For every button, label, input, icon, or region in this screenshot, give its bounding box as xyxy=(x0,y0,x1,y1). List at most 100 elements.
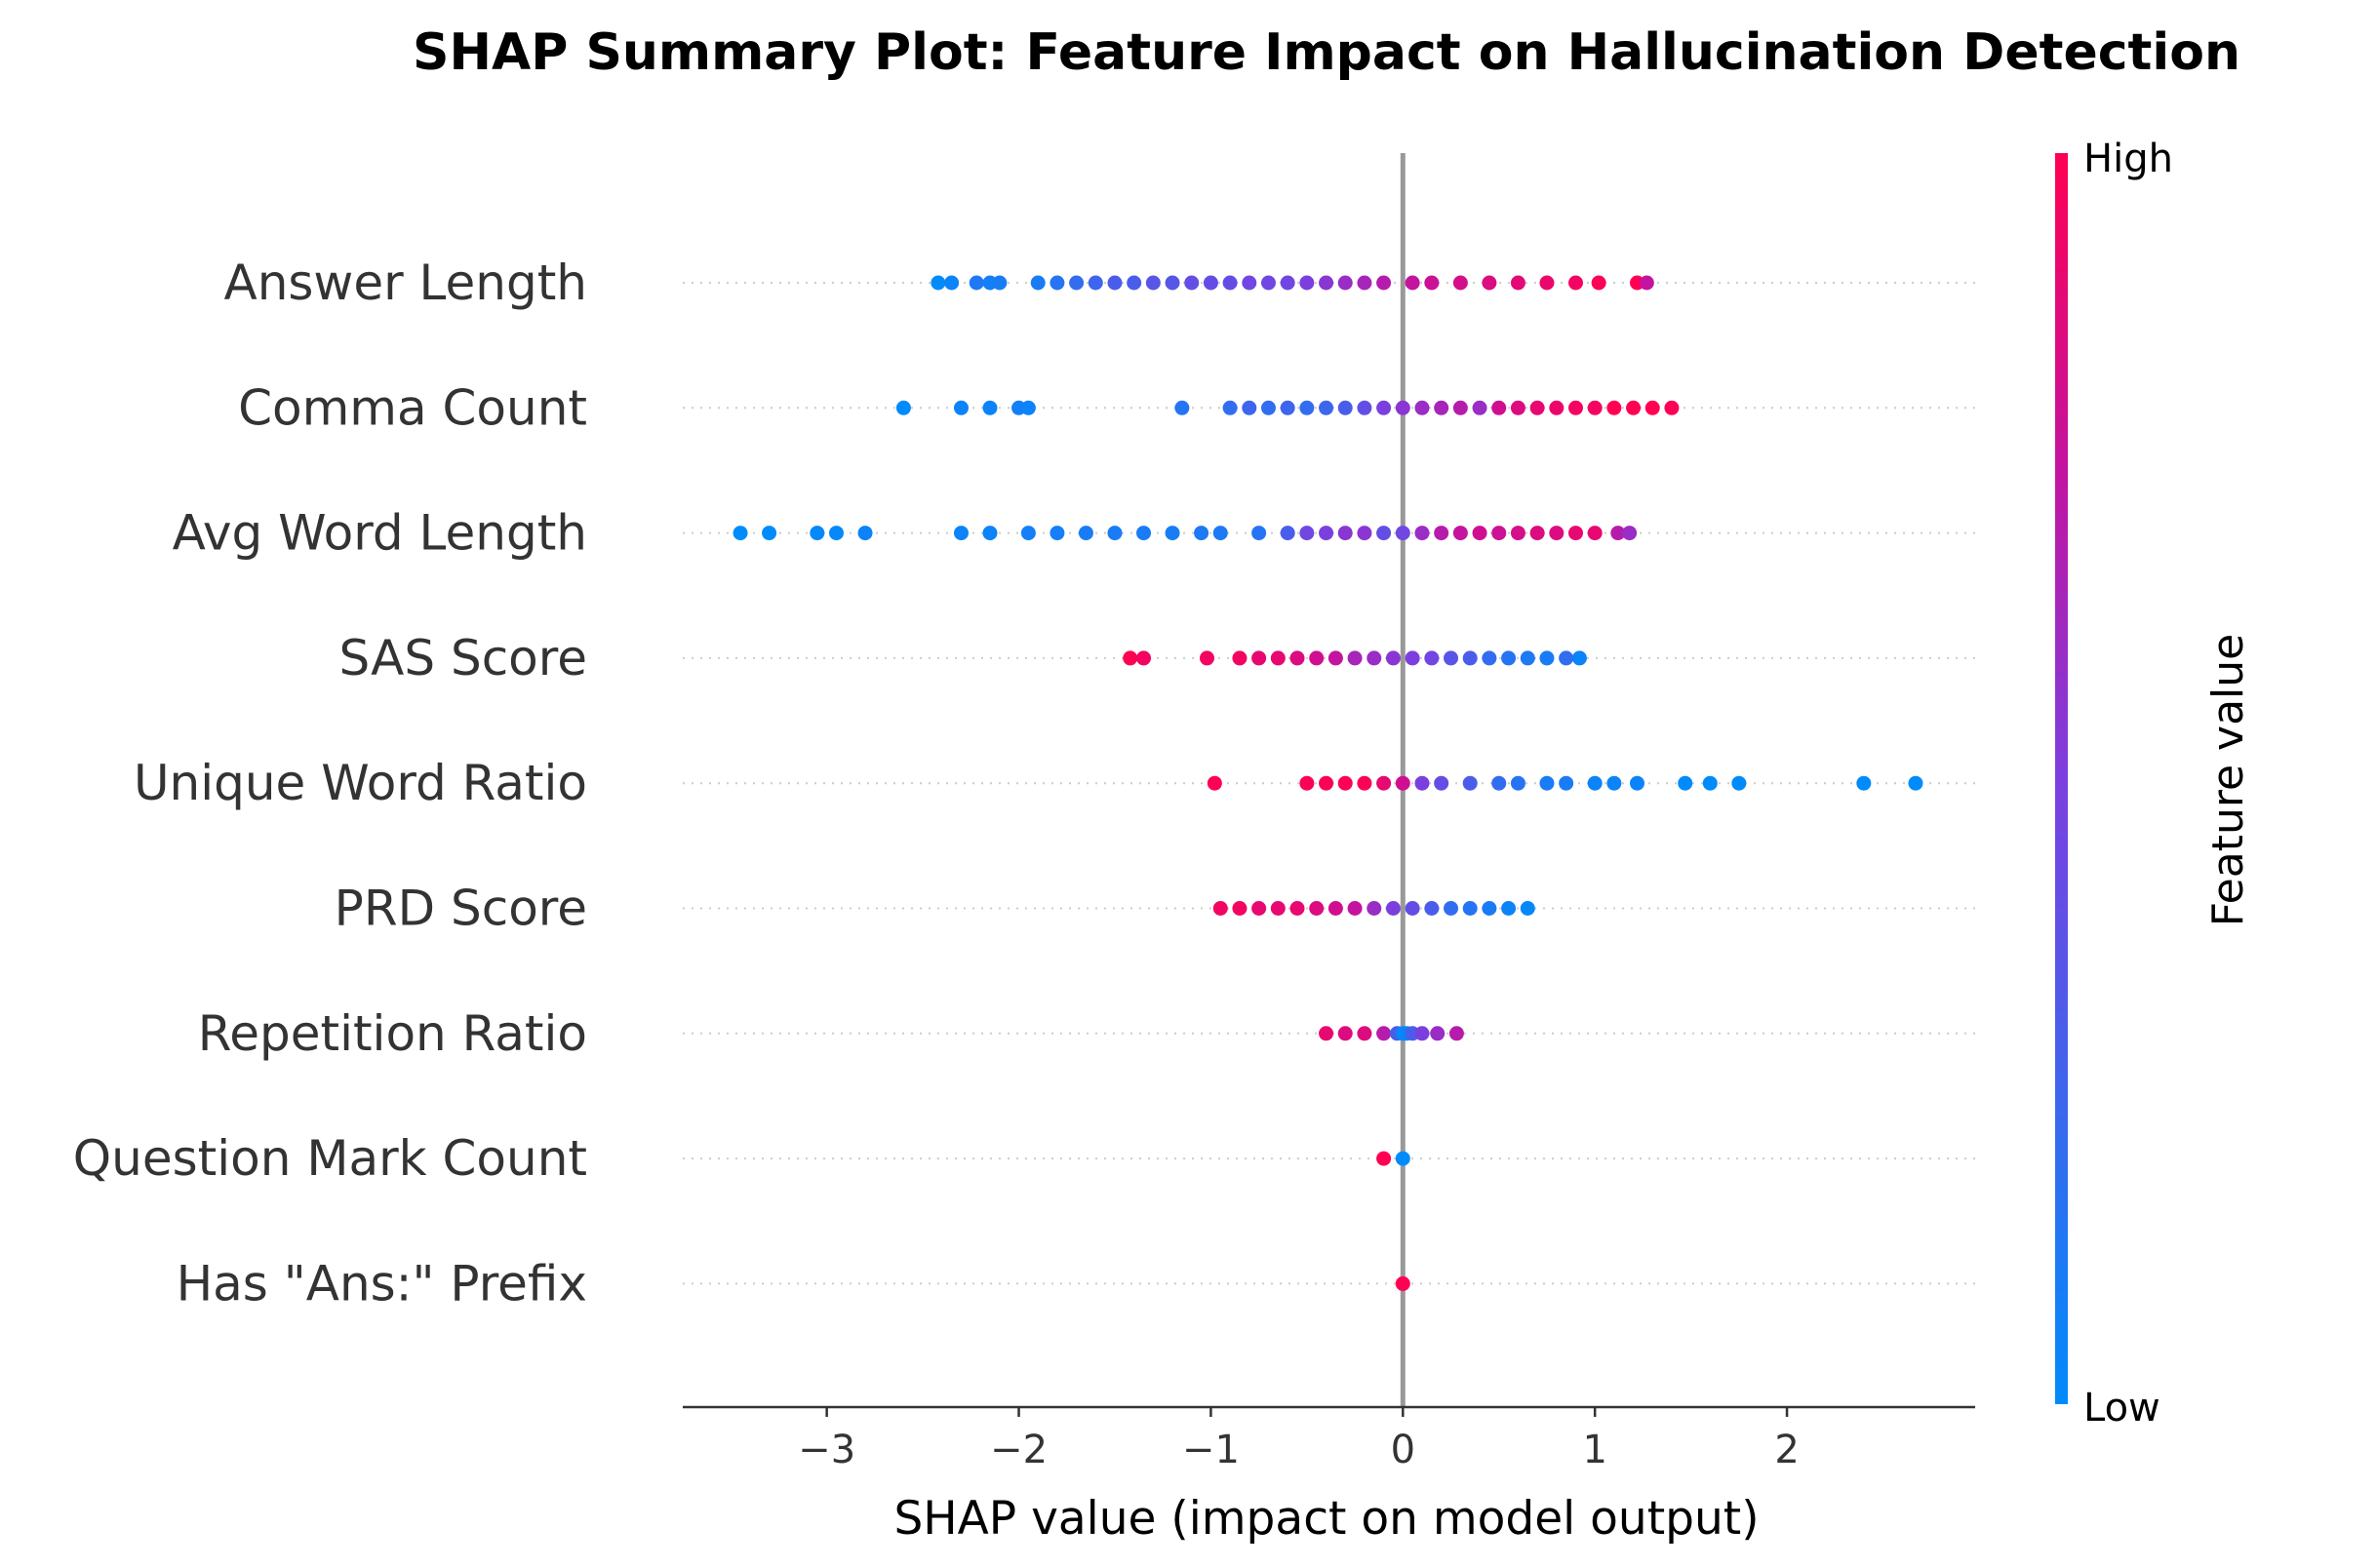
data-point xyxy=(1299,526,1315,541)
data-point xyxy=(1212,526,1228,541)
data-point xyxy=(1327,901,1343,916)
data-point xyxy=(1491,400,1507,415)
data-point xyxy=(1165,526,1180,541)
data-point xyxy=(1472,400,1487,415)
data-point xyxy=(1549,526,1565,541)
data-point xyxy=(1270,901,1286,916)
data-point xyxy=(1357,1026,1372,1041)
data-point xyxy=(1434,775,1449,791)
data-point xyxy=(1367,901,1382,916)
data-point xyxy=(1289,901,1305,916)
data-point xyxy=(1430,1026,1446,1041)
x-tick-label: −2 xyxy=(990,1428,1048,1472)
data-point xyxy=(982,526,998,541)
data-point xyxy=(1222,400,1238,415)
data-point xyxy=(1242,400,1257,415)
data-point xyxy=(1482,275,1497,291)
data-point xyxy=(1501,650,1517,666)
data-point xyxy=(1357,275,1372,291)
data-point xyxy=(1434,526,1449,541)
data-point xyxy=(895,400,911,415)
data-point xyxy=(1136,650,1152,666)
data-point xyxy=(1395,526,1410,541)
data-point xyxy=(1107,275,1123,291)
data-point xyxy=(1376,775,1392,791)
x-axis-label: SHAP value (impact on model output) xyxy=(893,1492,1759,1546)
colorbar-title: Feature value xyxy=(2203,634,2253,926)
data-point xyxy=(1529,400,1545,415)
data-point xyxy=(1395,400,1410,415)
data-point xyxy=(1357,526,1372,541)
data-point xyxy=(1510,526,1525,541)
data-point xyxy=(1644,400,1660,415)
data-point xyxy=(1337,1026,1353,1041)
data-point xyxy=(1270,650,1286,666)
data-point xyxy=(1559,650,1574,666)
data-point xyxy=(1260,400,1276,415)
data-point xyxy=(1414,526,1430,541)
data-point xyxy=(1376,400,1392,415)
data-point xyxy=(1069,275,1085,291)
data-point xyxy=(1606,400,1622,415)
data-point xyxy=(1020,526,1036,541)
data-point xyxy=(1448,1026,1464,1041)
data-point xyxy=(1587,526,1603,541)
data-point xyxy=(1424,901,1440,916)
data-point xyxy=(1452,400,1468,415)
data-point xyxy=(1165,275,1180,291)
data-point xyxy=(1539,650,1555,666)
data-point xyxy=(1251,901,1267,916)
data-point xyxy=(1434,400,1449,415)
data-point xyxy=(733,526,748,541)
data-point xyxy=(1567,526,1583,541)
data-point xyxy=(1462,901,1478,916)
data-point xyxy=(1510,400,1525,415)
feature-label: Repetition Ratio xyxy=(198,1005,587,1062)
data-point xyxy=(1482,901,1497,916)
data-point xyxy=(1591,275,1606,291)
colorbar-high-label: High xyxy=(2083,137,2173,181)
data-point xyxy=(1030,275,1046,291)
data-point xyxy=(1319,1026,1334,1041)
data-point xyxy=(1405,275,1420,291)
data-point xyxy=(857,526,873,541)
data-point xyxy=(1107,526,1123,541)
data-point xyxy=(1337,400,1353,415)
data-point xyxy=(1280,275,1295,291)
data-point xyxy=(1376,275,1392,291)
data-point xyxy=(1347,650,1363,666)
data-point xyxy=(1462,775,1478,791)
data-point xyxy=(1472,526,1487,541)
data-point xyxy=(1610,526,1626,541)
data-point xyxy=(1405,901,1420,916)
data-point xyxy=(1136,526,1152,541)
x-tick-label: 0 xyxy=(1391,1428,1415,1472)
data-point xyxy=(1444,650,1459,666)
data-point xyxy=(1520,650,1535,666)
data-point xyxy=(931,275,946,291)
data-point xyxy=(1639,275,1654,291)
feature-label: Question Mark Count xyxy=(73,1130,587,1187)
data-point xyxy=(1510,275,1525,291)
x-tick-label: −1 xyxy=(1182,1428,1240,1472)
data-point xyxy=(944,275,960,291)
data-point xyxy=(982,400,998,415)
data-point xyxy=(1319,526,1334,541)
data-point xyxy=(1376,1026,1392,1041)
data-point xyxy=(1702,775,1718,791)
data-point xyxy=(1251,650,1267,666)
data-point xyxy=(1347,901,1363,916)
data-point xyxy=(1414,775,1430,791)
data-point xyxy=(1678,775,1693,791)
data-point xyxy=(1567,400,1583,415)
data-point xyxy=(1222,275,1238,291)
data-point xyxy=(1856,775,1872,791)
data-point xyxy=(1232,901,1248,916)
data-point xyxy=(1444,901,1459,916)
data-point xyxy=(1242,275,1257,291)
data-point xyxy=(1207,775,1222,791)
data-point xyxy=(1606,775,1622,791)
data-point xyxy=(1184,275,1200,291)
data-point xyxy=(1050,275,1065,291)
data-point xyxy=(1482,650,1497,666)
